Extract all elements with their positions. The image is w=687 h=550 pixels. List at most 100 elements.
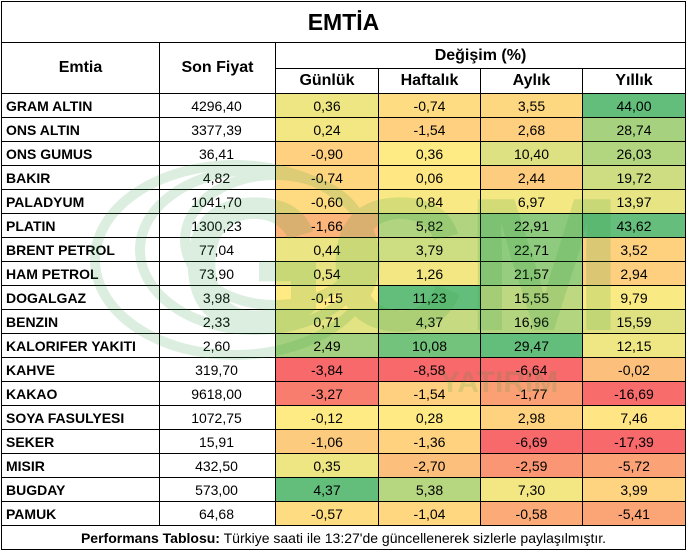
change-haftalik: -1,54 bbox=[378, 117, 481, 142]
change-haftalik: 0,06 bbox=[378, 165, 481, 190]
change-yillik: -16,69 bbox=[582, 381, 686, 406]
change-yillik: 3,99 bbox=[582, 477, 686, 502]
change-yillik: 12,15 bbox=[582, 333, 686, 358]
change-gunluk: -3,27 bbox=[275, 381, 379, 406]
commodity-name: HAM PETROL bbox=[1, 261, 160, 286]
change-haftalik: 1,26 bbox=[378, 261, 481, 286]
change-yillik: -17,39 bbox=[582, 429, 686, 454]
change-yillik: 26,03 bbox=[582, 141, 686, 166]
change-haftalik: 0,28 bbox=[378, 405, 481, 430]
footer-text: Türkiye saati ile 13:27'de güncellenerek… bbox=[219, 529, 607, 546]
change-aylik: 3,55 bbox=[480, 93, 583, 118]
change-gunluk: 2,49 bbox=[275, 333, 379, 358]
commodity-name: ONS GUMUS bbox=[1, 141, 160, 166]
table-row: MISIR 432,50 0,35 -2,70 -2,59 -5,72 bbox=[1, 453, 686, 478]
table-row: HAM PETROL 73,90 0,54 1,26 21,57 2,94 bbox=[1, 261, 686, 286]
last-price: 3377,39 bbox=[159, 117, 276, 142]
change-gunluk: 0,54 bbox=[275, 261, 379, 286]
last-price: 2,60 bbox=[159, 333, 276, 358]
table-row: BUGDAY 573,00 4,37 5,38 7,30 3,99 bbox=[1, 477, 686, 502]
commodity-name: PALADYUM bbox=[1, 189, 160, 214]
change-aylik: -1,77 bbox=[480, 381, 583, 406]
change-yillik: 9,79 bbox=[582, 285, 686, 310]
change-haftalik: -8,58 bbox=[378, 357, 481, 382]
change-haftalik: 5,38 bbox=[378, 477, 481, 502]
change-yillik: 7,46 bbox=[582, 405, 686, 430]
table-row: PLATIN 1300,23 -1,66 5,82 22,91 43,62 bbox=[1, 213, 686, 238]
change-haftalik: -0,74 bbox=[378, 93, 481, 118]
change-aylik: -0,58 bbox=[480, 501, 583, 526]
change-yillik: 3,52 bbox=[582, 237, 686, 262]
change-gunluk: 0,36 bbox=[275, 93, 379, 118]
header-yillik: Yıllık bbox=[582, 68, 686, 94]
last-price: 1072,75 bbox=[159, 405, 276, 430]
change-haftalik: -1,04 bbox=[378, 501, 481, 526]
table-row: KAKAO 9618,00 -3,27 -1,54 -1,77 -16,69 bbox=[1, 381, 686, 406]
last-price: 1300,23 bbox=[159, 213, 276, 238]
last-price: 3,98 bbox=[159, 285, 276, 310]
change-gunluk: 0,35 bbox=[275, 453, 379, 478]
table-row: BRENT PETROL 77,04 0,44 3,79 22,71 3,52 bbox=[1, 237, 686, 262]
change-haftalik: 5,82 bbox=[378, 213, 481, 238]
change-gunluk: 4,37 bbox=[275, 477, 379, 502]
table-row: GRAM ALTIN 4296,40 0,36 -0,74 3,55 44,00 bbox=[1, 93, 686, 118]
header-emtia: Emtia bbox=[1, 42, 160, 94]
change-gunluk: 0,24 bbox=[275, 117, 379, 142]
last-price: 2,33 bbox=[159, 309, 276, 334]
change-haftalik: 0,36 bbox=[378, 141, 481, 166]
change-aylik: 16,96 bbox=[480, 309, 583, 334]
change-gunluk: -0,15 bbox=[275, 285, 379, 310]
change-gunluk: -0,12 bbox=[275, 405, 379, 430]
commodity-name: BAKIR bbox=[1, 165, 160, 190]
commodity-name: BUGDAY bbox=[1, 477, 160, 502]
commodity-name: ONS ALTIN bbox=[1, 117, 160, 142]
change-aylik: -6,64 bbox=[480, 357, 583, 382]
change-gunluk: -0,60 bbox=[275, 189, 379, 214]
change-aylik: 22,91 bbox=[480, 213, 583, 238]
header-haftalik: Haftalık bbox=[378, 68, 481, 94]
change-gunluk: -1,66 bbox=[275, 213, 379, 238]
commodity-name: KAKAO bbox=[1, 381, 160, 406]
change-aylik: 29,47 bbox=[480, 333, 583, 358]
commodity-name: DOGALGAZ bbox=[1, 285, 160, 310]
change-yillik: 13,97 bbox=[582, 189, 686, 214]
change-gunluk: -0,90 bbox=[275, 141, 379, 166]
last-price: 36,41 bbox=[159, 141, 276, 166]
commodity-name: BENZIN bbox=[1, 309, 160, 334]
change-gunluk: -0,74 bbox=[275, 165, 379, 190]
commodity-name: KAHVE bbox=[1, 357, 160, 382]
change-haftalik: -1,36 bbox=[378, 429, 481, 454]
change-haftalik: -2,70 bbox=[378, 453, 481, 478]
commodity-name: PAMUK bbox=[1, 501, 160, 526]
last-price: 319,70 bbox=[159, 357, 276, 382]
change-haftalik: 3,79 bbox=[378, 237, 481, 262]
commodity-name: PLATIN bbox=[1, 213, 160, 238]
last-price: 4296,40 bbox=[159, 93, 276, 118]
change-haftalik: 0,84 bbox=[378, 189, 481, 214]
last-price: 77,04 bbox=[159, 237, 276, 262]
footer-note: Performans Tablosu: Türkiye saati ile 13… bbox=[1, 525, 686, 550]
change-yillik: 19,72 bbox=[582, 165, 686, 190]
table-row: DOGALGAZ 3,98 -0,15 11,23 15,55 9,79 bbox=[1, 285, 686, 310]
table-row: ONS ALTIN 3377,39 0,24 -1,54 2,68 28,74 bbox=[1, 117, 686, 142]
change-yillik: 2,94 bbox=[582, 261, 686, 286]
change-yillik: 28,74 bbox=[582, 117, 686, 142]
change-aylik: 7,30 bbox=[480, 477, 583, 502]
commodity-name: SOYA FASULYESI bbox=[1, 405, 160, 430]
table-row: PAMUK 64,68 -0,57 -1,04 -0,58 -5,41 bbox=[1, 501, 686, 526]
commodity-name: BRENT PETROL bbox=[1, 237, 160, 262]
last-price: 9618,00 bbox=[159, 381, 276, 406]
header-gunluk: Günlük bbox=[275, 68, 379, 94]
change-yillik: -0,02 bbox=[582, 357, 686, 382]
table-row: ONS GUMUS 36,41 -0,90 0,36 10,40 26,03 bbox=[1, 141, 686, 166]
table-row: BAKIR 4,82 -0,74 0,06 2,44 19,72 bbox=[1, 165, 686, 190]
commodity-name: KALORIFER YAKITI bbox=[1, 333, 160, 358]
table-body: GRAM ALTIN 4296,40 0,36 -0,74 3,55 44,00 ONS A… bbox=[1, 93, 686, 526]
table-row: PALADYUM 1041,70 -0,60 0,84 6,97 13,97 bbox=[1, 189, 686, 214]
change-gunluk: 0,71 bbox=[275, 309, 379, 334]
last-price: 573,00 bbox=[159, 477, 276, 502]
change-aylik: 6,97 bbox=[480, 189, 583, 214]
change-aylik: 15,55 bbox=[480, 285, 583, 310]
change-haftalik: 11,23 bbox=[378, 285, 481, 310]
